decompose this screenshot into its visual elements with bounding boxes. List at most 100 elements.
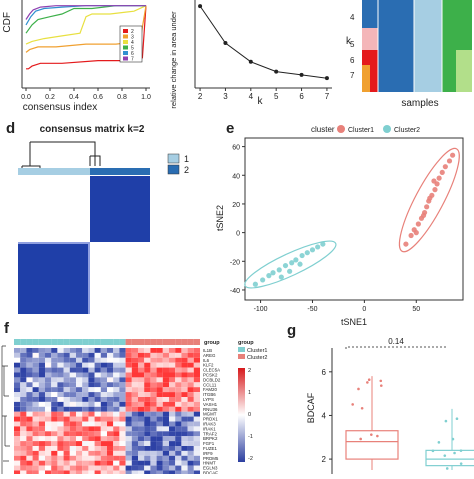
tsne-point-cluster1 — [432, 187, 438, 193]
heatmap-cell — [144, 441, 151, 446]
heatmap-cell — [144, 362, 151, 368]
heatmap-cell — [38, 362, 45, 368]
heatmap-cell — [150, 377, 157, 383]
heatmap-cell — [187, 441, 194, 446]
heatmap-cell — [20, 357, 27, 363]
tsne-point-cluster1 — [442, 164, 448, 170]
heatmap-cell — [169, 426, 176, 432]
heatmap-cell — [20, 387, 27, 393]
expression-dendrogram — [1, 345, 10, 474]
heatmap-cell — [51, 455, 58, 461]
heatmap-cell — [14, 372, 21, 378]
heatmap-cell — [45, 416, 52, 422]
heatmap-cell — [94, 441, 101, 446]
heatmap-cell — [26, 470, 33, 476]
heatmap-cell — [57, 436, 64, 442]
heatmap-cell — [57, 421, 64, 427]
heatmap-cell — [150, 387, 157, 393]
heatmap-cell — [131, 446, 138, 451]
heatmap-cell — [82, 421, 89, 427]
heatmap-cell — [51, 401, 58, 407]
cdf-legend-swatch — [123, 34, 128, 39]
heatmap-cell — [57, 392, 64, 397]
heatmap-cell — [94, 465, 101, 471]
gene-label: IRF9 — [203, 451, 213, 456]
heatmap-cell — [51, 397, 58, 402]
heatmap-cell — [131, 470, 138, 476]
heatmap-cell — [144, 421, 151, 427]
heatmap-cell — [45, 431, 52, 437]
heatmap-cell — [113, 392, 120, 397]
heatmap-cell — [138, 362, 145, 368]
heatmap-cell — [26, 397, 33, 402]
heatmap-cell — [51, 431, 58, 437]
heatmap-cell — [94, 411, 101, 417]
heatmap-cell — [138, 441, 145, 446]
cdf-legend-label: 7 — [131, 57, 134, 63]
heatmap-cell — [88, 352, 95, 358]
heatmap-cell — [144, 460, 151, 466]
heatmap-cell — [150, 411, 157, 417]
heatmap-cell — [187, 348, 194, 353]
heatmap-cell — [51, 372, 58, 378]
heatmap-cell — [107, 470, 114, 476]
heatmap-cell — [125, 401, 132, 407]
gene-label: IRAK3 — [203, 422, 216, 427]
heatmap-cell — [144, 446, 151, 451]
heatmap-cell — [100, 382, 107, 388]
heatmap-cell — [100, 426, 107, 432]
heatmap-cell — [100, 372, 107, 378]
cdf-legend-swatch — [123, 40, 128, 44]
heatmap-cell — [94, 416, 101, 422]
heatmap-cell — [32, 377, 39, 383]
cdf-x-tick-label: 0.2 — [45, 94, 55, 101]
heatmap-cell — [94, 382, 101, 388]
heatmap-cell — [38, 352, 45, 358]
heatmap-cell — [193, 352, 200, 358]
group-legend-swatch-cluster2 — [238, 354, 245, 359]
heatmap-cell — [76, 416, 83, 422]
heatmap-cell — [20, 446, 27, 451]
tsne-point-cluster2 — [299, 252, 305, 259]
consensus-matrix-chart: consensus matrix k=2 1 2 — [18, 124, 189, 314]
heatmap-cell — [45, 465, 52, 471]
heatmap-cell — [144, 406, 151, 412]
heatmap-cell — [187, 470, 194, 476]
heatmap-cell — [32, 436, 39, 442]
heatmap-cell — [119, 431, 126, 437]
heatmap-cell — [150, 416, 157, 422]
heatmap-cell — [162, 382, 169, 388]
heatmap-cell — [119, 382, 126, 388]
heatmap-cell — [94, 352, 101, 358]
heatmap-cell — [88, 367, 95, 373]
heatmap-cell — [57, 362, 64, 368]
heatmap-cell — [144, 436, 151, 442]
heatmap-cell — [187, 446, 194, 451]
heatmap-cell — [82, 446, 89, 451]
heatmap-cell — [38, 450, 45, 456]
gene-label: KLF2 — [203, 363, 214, 368]
heatmap-cell — [156, 465, 163, 471]
heatmap-cell — [26, 431, 33, 437]
heatmap-cell — [82, 377, 89, 383]
heatmap-cell — [107, 372, 114, 378]
heatmap-cell — [175, 357, 182, 363]
heatmap-cell — [156, 397, 163, 402]
cdf-line-k4 — [25, 5, 147, 45]
heatmap-cell — [162, 357, 169, 363]
tsne-point-cluster2 — [282, 262, 289, 269]
heatmap-cell — [14, 401, 21, 407]
heatmap-cell — [88, 357, 95, 363]
heatmap-cell — [144, 416, 151, 422]
box-cluster1-point — [367, 378, 371, 382]
tracking-block — [370, 80, 378, 92]
heatmap-cell — [150, 397, 157, 402]
heatmap-cell — [131, 406, 138, 412]
heatmap-cell — [38, 465, 45, 471]
group-annotation-cell — [181, 339, 188, 345]
heatmap-cell — [138, 450, 145, 456]
heatmap-cell — [45, 352, 52, 358]
heatmap-cell — [20, 397, 27, 402]
group-annotation-cell — [125, 339, 132, 345]
heatmap-cell — [138, 426, 145, 432]
